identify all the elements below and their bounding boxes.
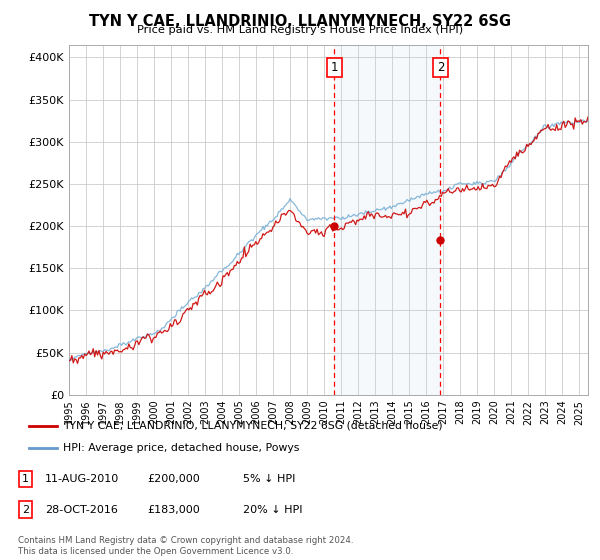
Text: £200,000: £200,000 — [147, 474, 200, 484]
Text: 1: 1 — [22, 474, 29, 484]
Text: TYN Y CAE, LLANDRINIO, LLANYMYNECH, SY22 6SG: TYN Y CAE, LLANDRINIO, LLANYMYNECH, SY22… — [89, 14, 511, 29]
Text: 11-AUG-2010: 11-AUG-2010 — [45, 474, 119, 484]
Text: 5% ↓ HPI: 5% ↓ HPI — [243, 474, 295, 484]
Text: This data is licensed under the Open Government Licence v3.0.: This data is licensed under the Open Gov… — [18, 547, 293, 556]
Text: 2: 2 — [437, 61, 444, 74]
Text: TYN Y CAE, LLANDRINIO, LLANYMYNECH, SY22 6SG (detached house): TYN Y CAE, LLANDRINIO, LLANYMYNECH, SY22… — [63, 421, 443, 431]
Text: 2: 2 — [22, 505, 29, 515]
Text: 20% ↓ HPI: 20% ↓ HPI — [243, 505, 302, 515]
Text: 1: 1 — [331, 61, 338, 74]
Text: Contains HM Land Registry data © Crown copyright and database right 2024.: Contains HM Land Registry data © Crown c… — [18, 536, 353, 545]
Text: HPI: Average price, detached house, Powys: HPI: Average price, detached house, Powy… — [63, 443, 299, 453]
Text: £183,000: £183,000 — [147, 505, 200, 515]
Bar — [334, 45, 440, 395]
Text: 28-OCT-2016: 28-OCT-2016 — [45, 505, 118, 515]
Text: Price paid vs. HM Land Registry's House Price Index (HPI): Price paid vs. HM Land Registry's House … — [137, 25, 463, 35]
